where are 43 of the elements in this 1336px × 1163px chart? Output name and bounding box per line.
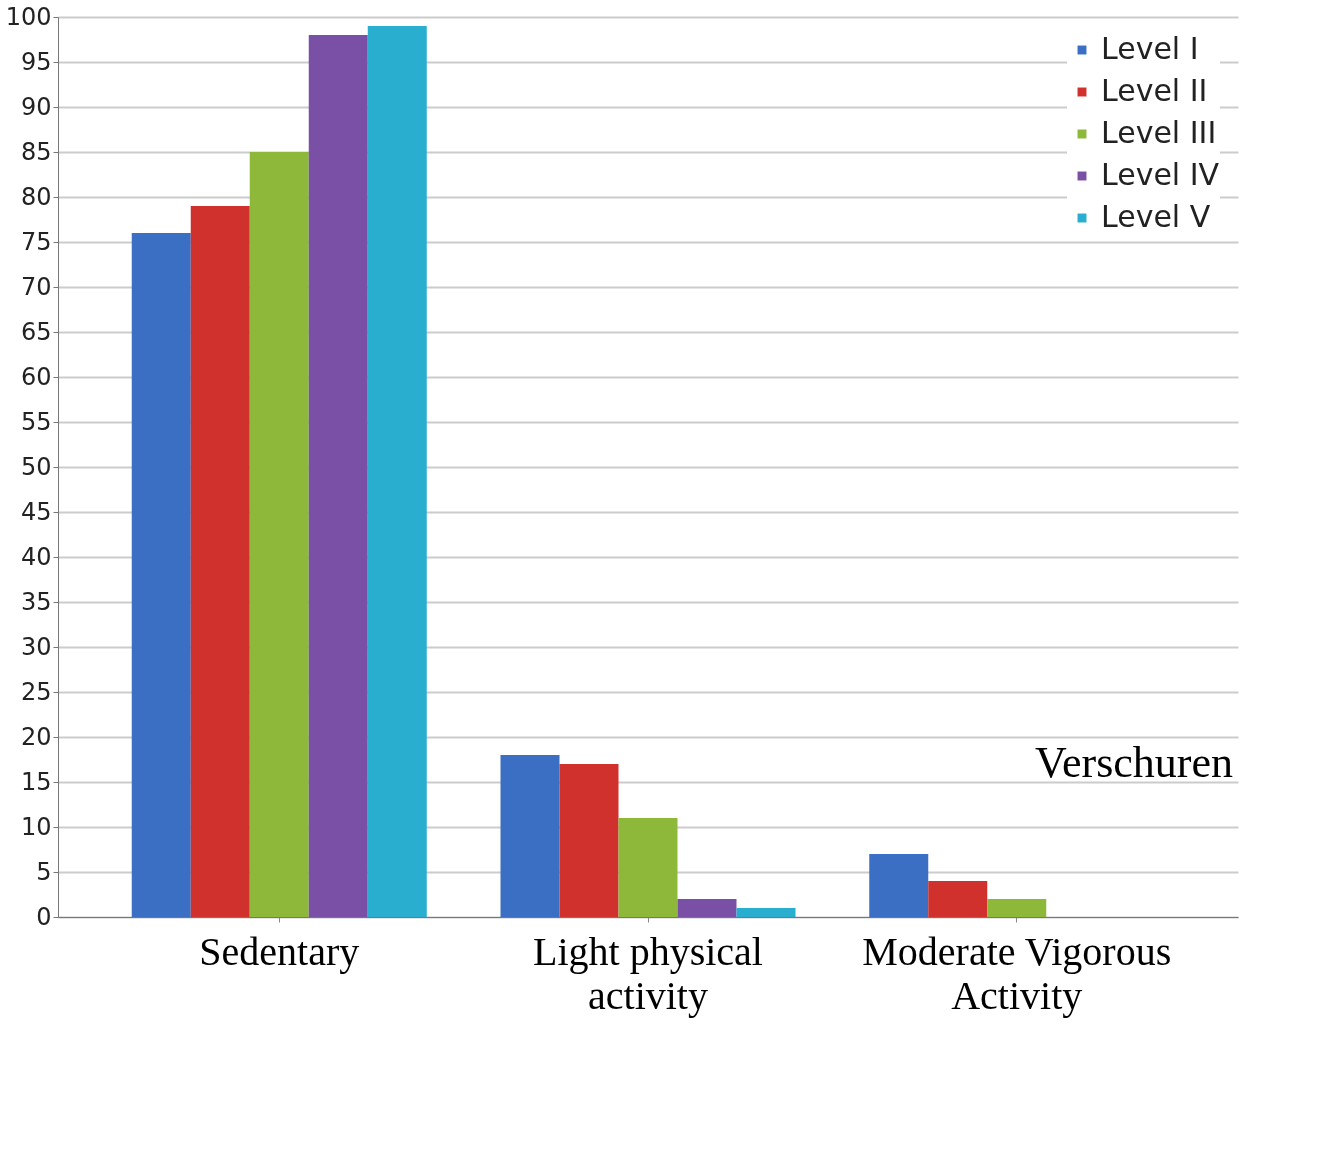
y-tick-label: 90 <box>20 92 52 121</box>
bar <box>677 899 737 917</box>
bar <box>500 755 560 917</box>
bar <box>869 854 929 917</box>
y-tick-label: 60 <box>20 362 52 391</box>
bar <box>618 818 678 917</box>
y-tick-label: 55 <box>20 407 52 436</box>
x-tick-label: Sedentary <box>199 928 360 974</box>
y-tick-label: 95 <box>20 47 52 76</box>
legend-label: Level III <box>1101 115 1217 150</box>
y-tick-label: 0 <box>36 902 52 931</box>
y-tick-label: 75 <box>20 227 52 256</box>
y-tick-label: 70 <box>20 272 52 301</box>
y-tick-label: 45 <box>20 497 52 526</box>
y-tick-label: 65 <box>20 317 52 346</box>
bar <box>559 764 619 917</box>
legend-label: Level II <box>1101 73 1208 108</box>
y-tick-label: 25 <box>20 677 52 706</box>
bar <box>367 26 427 917</box>
y-tick-label: 50 <box>20 452 52 481</box>
legend-label: Level V <box>1101 199 1211 234</box>
bar <box>249 152 309 917</box>
x-tick-label: Moderate Vigorous Activity <box>862 928 1172 1018</box>
y-tick-label: 30 <box>20 632 52 661</box>
y-tick-label: 10 <box>20 812 52 841</box>
annotation: Verschuren <box>1035 738 1233 787</box>
bar <box>308 35 368 917</box>
y-tick-label: 5 <box>36 857 52 886</box>
y-tick-label: 40 <box>20 542 52 571</box>
y-tick-label: 100 <box>5 2 52 31</box>
y-tick-label: 15 <box>20 767 52 796</box>
y-tick-label: 85 <box>20 137 52 166</box>
bar <box>987 899 1047 917</box>
y-tick-label: 35 <box>20 587 52 616</box>
bar <box>190 206 250 917</box>
legend-label: Level IV <box>1101 157 1220 192</box>
legend-label: Level I <box>1101 31 1199 66</box>
bar <box>131 233 191 917</box>
y-tick-label: 80 <box>20 182 52 211</box>
bar <box>736 908 796 917</box>
bar <box>928 881 988 917</box>
y-tick-label: 20 <box>20 722 52 751</box>
x-tick-label: Light physical activity <box>533 928 763 1018</box>
